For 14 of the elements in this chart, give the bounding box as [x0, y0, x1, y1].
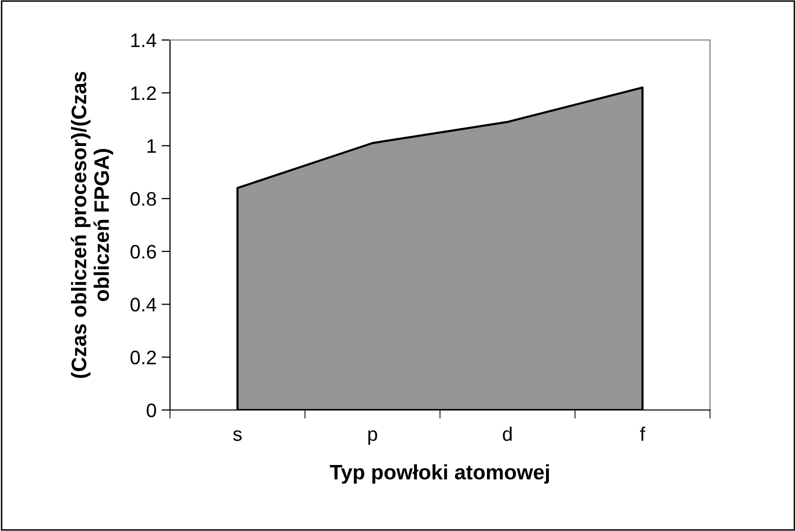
x-tick-label: p	[368, 430, 378, 445]
y-tick-label: 1	[147, 139, 156, 153]
x-tick-label: f	[640, 426, 646, 441]
x-axis-title: Typ powłoki atomowej	[330, 464, 549, 484]
y-tick-label: 0.4	[130, 298, 156, 312]
y-tick-label: 1.2	[131, 86, 156, 100]
y-tick-label: 0.8	[130, 192, 156, 206]
y-axis-title: (Czas obliczeń procesor)/(Czas obliczeń FPGA)	[70, 72, 114, 378]
x-tick-label: d	[502, 426, 512, 441]
x-tick-label: s	[233, 430, 242, 441]
y-tick-label: 0.2	[130, 350, 156, 364]
y-tick-label: 0	[146, 403, 156, 418]
y-tick-label: 1.4	[131, 34, 156, 48]
y-tick-label: 0.6	[130, 244, 156, 259]
